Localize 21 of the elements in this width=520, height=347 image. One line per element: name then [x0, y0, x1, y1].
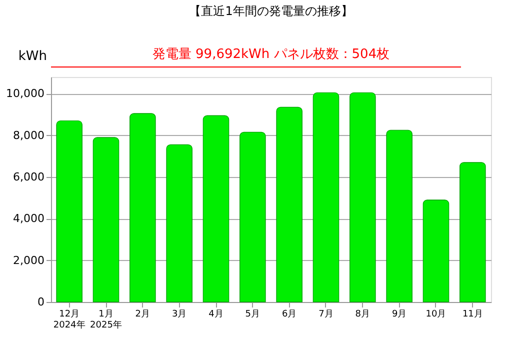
- chart-title: 【直近1年間の発電量の推移】: [189, 4, 353, 18]
- x-tick-label: 1月 2025年: [90, 310, 122, 330]
- y-tick-label: 0: [38, 296, 44, 308]
- y-tick-label: 2,000: [13, 254, 44, 267]
- text: 発電量 99,692kWh パネル枚数：504枚: [152, 47, 390, 62]
- x-tick-label: 3月: [172, 310, 187, 320]
- x-tick-label: 9月: [392, 310, 407, 320]
- y-tick-label: 8,000: [13, 128, 44, 142]
- x-tick-label: 12月 2024年: [53, 310, 86, 330]
- y-tick-label: 4,000: [13, 212, 44, 226]
- x-tick-label: 2月: [135, 310, 150, 320]
- y-tick-label: 10,000: [6, 87, 44, 100]
- x-tick-label: 11月: [462, 310, 483, 320]
- x-tick-label: 8月: [355, 310, 370, 320]
- y-axis-title: kWh: [18, 49, 47, 64]
- y-tick-label: 6,000: [13, 170, 44, 184]
- x-tick-label: 10月: [426, 310, 446, 320]
- x-tick-label: 7月: [318, 310, 334, 320]
- x-tick-label: 6月: [282, 310, 297, 320]
- x-tick-label: 5月: [245, 310, 260, 320]
- x-tick-label: 4月: [208, 310, 224, 320]
